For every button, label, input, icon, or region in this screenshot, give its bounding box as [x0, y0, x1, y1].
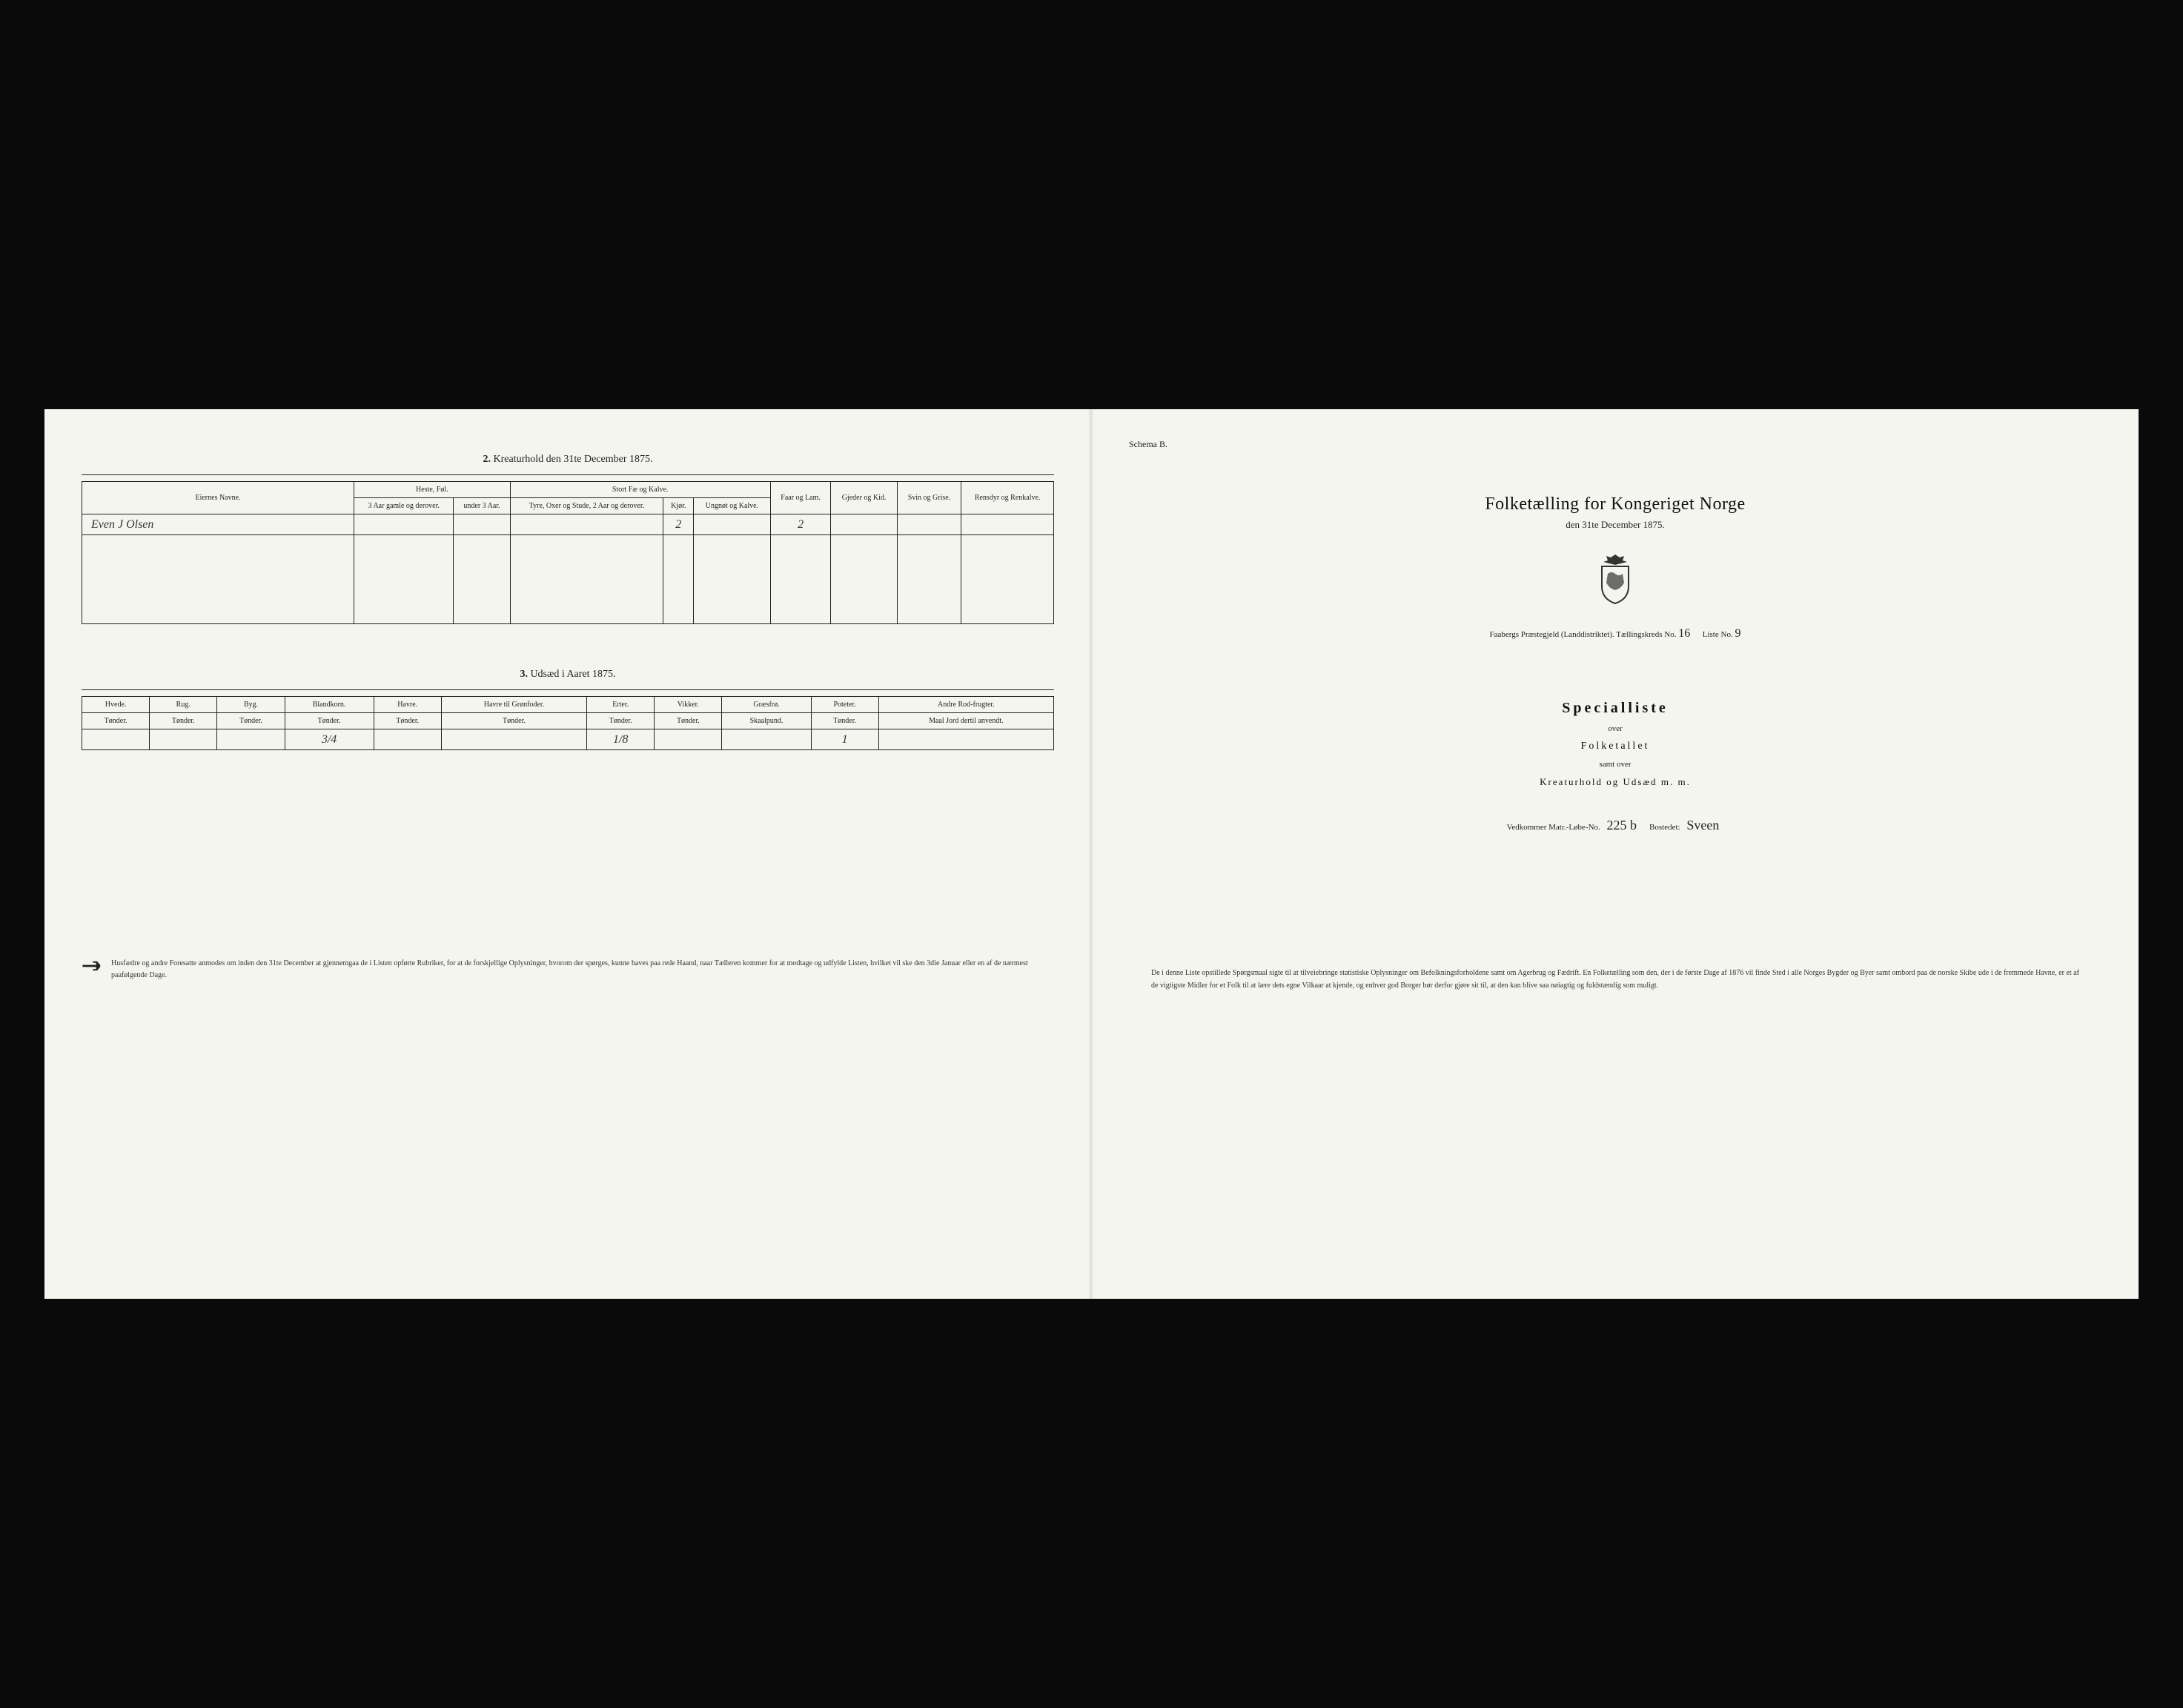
section2-num: 2. [483, 454, 491, 465]
liste-prefix: Liste No. [1703, 630, 1733, 639]
unit: Tønder. [655, 713, 722, 729]
date-line: den 31te December 1875. [1129, 519, 2101, 531]
unit: Tønder. [285, 713, 374, 729]
th-heste-a: 3 Aar gamle og derover. [354, 498, 454, 514]
scan-frame: 2. Kreaturhold den 31te December 1875. E… [30, 394, 2153, 1314]
th-faar: Faar og Lam. [770, 482, 831, 514]
over-label: over [1129, 724, 2101, 733]
cell-poteter: 1 [811, 729, 878, 750]
cell [441, 729, 586, 750]
th-heste-b: under 3 Aar. [454, 498, 510, 514]
unit: Tønder. [82, 713, 150, 729]
unit: Tønder. [811, 713, 878, 729]
specialliste-title: Specialliste [1129, 700, 2101, 717]
cell [454, 514, 510, 535]
th-rensdyr: Rensdyr og Renkalve. [961, 482, 1054, 514]
th-fae-a: Tyre, Oxer og Stude, 2 Aar og derover. [510, 498, 663, 514]
pointing-hand-icon [82, 959, 102, 973]
bostedet-label: Bostedet: [1649, 823, 1680, 832]
cell [82, 729, 150, 750]
cell [694, 514, 771, 535]
cell [878, 729, 1053, 750]
cell [150, 729, 217, 750]
section3-title: 3. Udsæd i Aaret 1875. [82, 669, 1054, 681]
unit: Tønder. [374, 713, 441, 729]
th-erter: Erter. [587, 697, 655, 713]
th-gjeder: Gjeder og Kid. [831, 482, 897, 514]
matr-prefix: Vedkommer Matr.-Løbe-No. [1507, 823, 1600, 832]
cell-owner: Even J Olsen [82, 514, 354, 535]
unit: Tønder. [587, 713, 655, 729]
table-row: Even J Olsen 2 2 [82, 514, 1054, 535]
rule [82, 474, 1054, 475]
section2-text: Kreaturhold den 31te December 1875. [494, 454, 653, 465]
left-page: 2. Kreaturhold den 31te December 1875. E… [44, 409, 1092, 1299]
th-heste-group: Heste, Føl. [354, 482, 511, 498]
udsaed-table: Hvede. Rug. Byg. Blandkorn. Havre. Havre… [82, 696, 1054, 750]
th-andre: Andre Rod-frugter. [878, 697, 1053, 713]
cell-faar: 2 [770, 514, 831, 535]
th-fae-b: Kjør. [663, 498, 694, 514]
folketallet-label: Folketallet [1129, 741, 2101, 752]
th-byg: Byg. [217, 697, 285, 713]
unit: Tønder. [217, 713, 285, 729]
th-svin: Svin og Grise. [897, 482, 961, 514]
right-page: Schema B. Folketælling for Kongeriget No… [1092, 409, 2139, 1299]
th-poteter: Poteter. [811, 697, 878, 713]
samt-label: samt over [1129, 760, 2101, 769]
cell [831, 514, 897, 535]
unit: Maal Jord dertil anvendt. [878, 713, 1053, 729]
th-havre-gron: Havre til Grønfoder. [441, 697, 586, 713]
th-fae-group: Stort Fæ og Kalve. [510, 482, 770, 498]
district-no: 16 [1678, 627, 1690, 640]
cell [897, 514, 961, 535]
th-graesfro: Græsfrø. [722, 697, 811, 713]
left-footnote: Husfædre og andre Foresatte anmodes om i… [82, 958, 1054, 982]
unit: Skaalpund. [722, 713, 811, 729]
cell-kjor: 2 [663, 514, 694, 535]
th-fae-c: Ungnøt og Kalve. [694, 498, 771, 514]
unit: Tønder. [150, 713, 217, 729]
th-havre: Havre. [374, 697, 441, 713]
section3-num: 3. [520, 669, 528, 680]
th-blandkorn: Blandkorn. [285, 697, 374, 713]
document-spread: 2. Kreaturhold den 31te December 1875. E… [44, 409, 2139, 1299]
coat-of-arms-icon [1593, 553, 1637, 605]
th-hvede: Hvede. [82, 697, 150, 713]
main-title: Folketælling for Kongeriget Norge [1129, 494, 2101, 514]
matr-no: 225 b [1603, 818, 1642, 833]
cell [722, 729, 811, 750]
left-footnote-text: Husfædre og andre Foresatte anmodes om i… [111, 958, 1054, 982]
cell [374, 729, 441, 750]
kreatur-label: Kreaturhold og Udsæd m. m. [1129, 776, 2101, 788]
section2-title: 2. Kreaturhold den 31te December 1875. [82, 454, 1054, 466]
district-prefix: Faabergs Præstegjeld (Landdistriktet). T… [1490, 630, 1677, 639]
rule [82, 689, 1054, 690]
table-row: 3/4 1/8 1 [82, 729, 1054, 750]
cell-blandkorn: 3/4 [285, 729, 374, 750]
bostedet-value: Sveen [1682, 818, 1723, 833]
kreaturhold-table: Eiernes Navne. Heste, Føl. Stort Fæ og K… [82, 481, 1054, 624]
th-vikker: Vikker. [655, 697, 722, 713]
cell [510, 514, 663, 535]
empty-rows [82, 535, 1054, 624]
cell-erter: 1/8 [587, 729, 655, 750]
district-line: Faabergs Præstegjeld (Landdistriktet). T… [1129, 627, 2101, 640]
cell [655, 729, 722, 750]
th-owner: Eiernes Navne. [82, 482, 354, 514]
section3-text: Udsæd i Aaret 1875. [530, 669, 615, 680]
schema-label: Schema B. [1129, 439, 2101, 450]
liste-no: 9 [1735, 627, 1740, 640]
cell [354, 514, 454, 535]
cell [961, 514, 1054, 535]
th-rug: Rug. [150, 697, 217, 713]
right-footnote: De i denne Liste opstillede Spørgsmaal s… [1129, 967, 2101, 992]
unit: Tønder. [441, 713, 586, 729]
matr-line: Vedkommer Matr.-Løbe-No. 225 b Bostedet:… [1129, 818, 2101, 833]
cell [217, 729, 285, 750]
